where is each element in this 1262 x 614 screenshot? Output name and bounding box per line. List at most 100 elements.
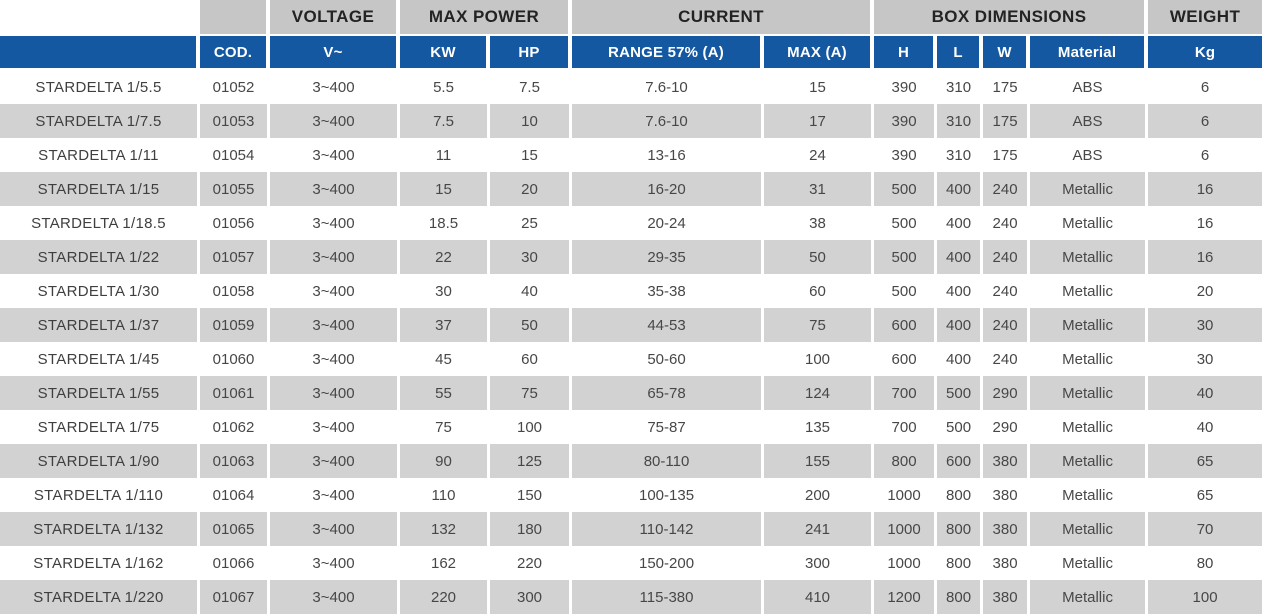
cell-hp: 50 xyxy=(490,308,573,342)
cell-kw: 37 xyxy=(400,308,490,342)
table-row: STARDELTA 1/110 01064 3~400 110 150 100-135 20… xyxy=(0,478,1262,512)
table-row: STARDELTA 1/37 01059 3~400 37 50 44-53 75 600 40… xyxy=(0,308,1262,342)
col-header-l: L xyxy=(937,36,984,70)
cell-material: Metallic xyxy=(1030,206,1149,240)
cell-kg: 65 xyxy=(1196,452,1214,470)
cell-range: 65-78 xyxy=(572,376,765,410)
cell-max: 135 xyxy=(764,410,875,444)
cell-kg: 80 xyxy=(1196,554,1214,572)
cell-kw: 55 xyxy=(400,376,490,410)
cell-voltage: 3~400 xyxy=(270,70,400,104)
cell-cod: 01061 xyxy=(200,376,270,410)
cell-kw: 7.5 xyxy=(400,104,490,138)
cell-h: 390 xyxy=(874,104,938,138)
cell-w: 240 xyxy=(983,308,1031,342)
cell-product: STARDELTA 1/75 xyxy=(0,410,200,444)
cell-range: 13-16 xyxy=(572,138,765,172)
cell-hp: 75 xyxy=(490,376,573,410)
cell-range: 7.6-10 xyxy=(572,104,765,138)
cell-voltage: 3~400 xyxy=(270,172,400,206)
cell-range: 16-20 xyxy=(572,172,765,206)
cell-h: 500 xyxy=(874,206,938,240)
cell-range: 50-60 xyxy=(572,342,765,376)
cell-l: 500 xyxy=(937,410,984,444)
cell-l: 800 xyxy=(937,512,984,546)
cell-l: 310 xyxy=(937,70,984,104)
cell-hp: 60 xyxy=(490,342,573,376)
table-row: STARDELTA 1/45 01060 3~400 45 60 50-60 100 600 4… xyxy=(0,342,1262,376)
table-row: STARDELTA 1/5.5 01052 3~400 5.5 7.5 7.6-10 15 3… xyxy=(0,70,1262,104)
cell-kw: 22 xyxy=(400,240,490,274)
cell-max: 15 xyxy=(764,70,875,104)
table-row: STARDELTA 1/15 01055 3~400 15 20 16-20 31 500 40… xyxy=(0,172,1262,206)
cell-cod: 01063 xyxy=(200,444,270,478)
cell-h: 1000 xyxy=(874,546,938,580)
cell-l: 400 xyxy=(937,274,984,308)
cell-cod: 01065 xyxy=(200,512,270,546)
cell-kw: 220 xyxy=(400,580,490,614)
cell-kg: 16 xyxy=(1196,248,1214,266)
cell-range: 110-142 xyxy=(572,512,765,546)
cell-w: 240 xyxy=(983,274,1031,308)
cell-hp: 300 xyxy=(490,580,573,614)
cell-h: 600 xyxy=(874,342,938,376)
cell-w: 290 xyxy=(983,376,1031,410)
cell-kg: 16 xyxy=(1196,180,1214,198)
cell-product: STARDELTA 1/110 xyxy=(0,478,200,512)
cell-material: Metallic xyxy=(1030,274,1149,308)
table-row: STARDELTA 1/90 01063 3~400 90 125 80-110 155 80… xyxy=(0,444,1262,478)
col-header-range: RANGE 57% (A) xyxy=(572,36,765,70)
cell-material: Metallic xyxy=(1030,546,1149,580)
cell-product: STARDELTA 1/18.5 xyxy=(0,206,200,240)
cell-h: 500 xyxy=(874,240,938,274)
cell-w: 380 xyxy=(983,444,1031,478)
cell-product: STARDELTA 1/22 xyxy=(0,240,200,274)
table-row: STARDELTA 1/18.5 01056 3~400 18.5 25 20-24 38 5… xyxy=(0,206,1262,240)
cell-h: 700 xyxy=(874,410,938,444)
col-header-voltage: V~ xyxy=(270,36,400,70)
cell-l: 800 xyxy=(937,546,984,580)
cell-kw: 45 xyxy=(400,342,490,376)
cell-kw: 132 xyxy=(400,512,490,546)
group-header-max-power: MAX POWER xyxy=(400,0,573,36)
cell-kg: 6 xyxy=(1200,78,1210,96)
column-header-row: COD. V~ KW HP RANGE 57% (A) MAX (A) H L W Materia… xyxy=(0,36,1262,70)
cell-material: ABS xyxy=(1030,70,1149,104)
cell-w: 175 xyxy=(983,104,1031,138)
cell-h: 700 xyxy=(874,376,938,410)
cell-kw: 30 xyxy=(400,274,490,308)
cell-voltage: 3~400 xyxy=(270,138,400,172)
cell-l: 400 xyxy=(937,240,984,274)
cell-l: 310 xyxy=(937,104,984,138)
cell-max: 24 xyxy=(764,138,875,172)
cell-h: 800 xyxy=(874,444,938,478)
cell-cod: 01060 xyxy=(200,342,270,376)
cell-range: 7.6-10 xyxy=(572,70,765,104)
cell-max: 200 xyxy=(764,478,875,512)
cell-kg: 40 xyxy=(1196,384,1214,402)
cell-material: Metallic xyxy=(1030,478,1149,512)
cell-product: STARDELTA 1/37 xyxy=(0,308,200,342)
col-header-product xyxy=(0,36,200,70)
cell-kw: 5.5 xyxy=(400,70,490,104)
col-header-h: H xyxy=(874,36,938,70)
cell-product: STARDELTA 1/132 xyxy=(0,512,200,546)
cell-l: 800 xyxy=(937,478,984,512)
cell-h: 600 xyxy=(874,308,938,342)
col-header-max: MAX (A) xyxy=(764,36,875,70)
cell-voltage: 3~400 xyxy=(270,410,400,444)
cell-cod: 01058 xyxy=(200,274,270,308)
cell-max: 38 xyxy=(764,206,875,240)
cell-l: 400 xyxy=(937,206,984,240)
cell-cod: 01059 xyxy=(200,308,270,342)
cell-kg: 70 xyxy=(1196,520,1214,538)
cell-w: 290 xyxy=(983,410,1031,444)
cell-max: 60 xyxy=(764,274,875,308)
cell-voltage: 3~400 xyxy=(270,478,400,512)
cell-kg: 16 xyxy=(1196,214,1214,232)
cell-voltage: 3~400 xyxy=(270,512,400,546)
cell-material: Metallic xyxy=(1030,376,1149,410)
cell-l: 400 xyxy=(937,172,984,206)
cell-material: Metallic xyxy=(1030,580,1149,614)
cell-product: STARDELTA 1/45 xyxy=(0,342,200,376)
